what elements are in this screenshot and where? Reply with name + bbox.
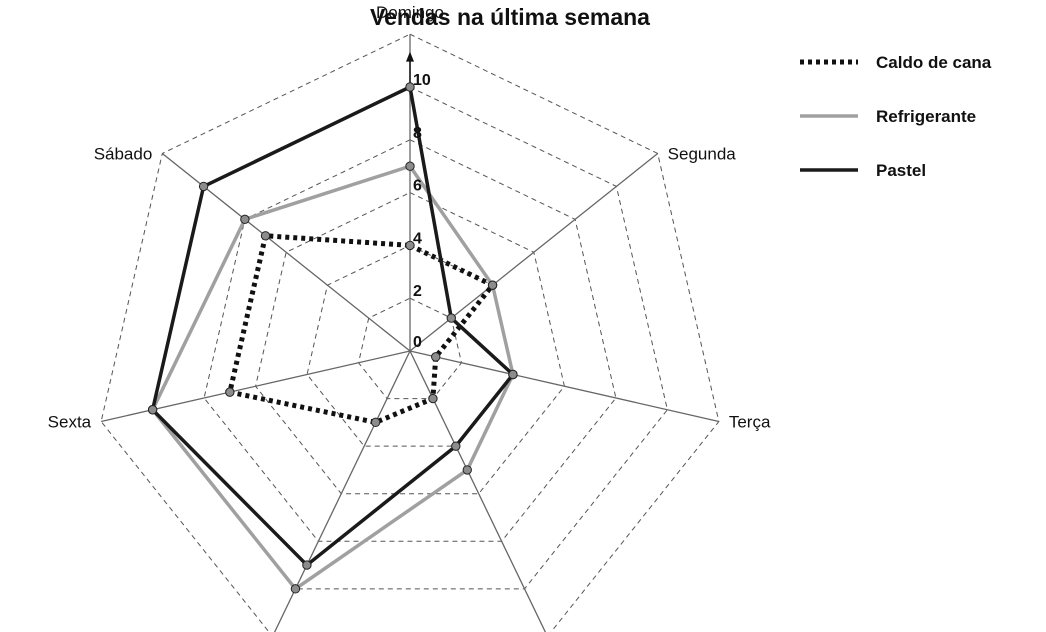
grid-ring-4 (306, 244, 514, 447)
point-refrigerante-domingo (405, 161, 415, 171)
point-caldo-de-cana-sexta (225, 387, 235, 397)
label-layer: 0246810DomingoSegundaTerçaQuartaQuintaSe… (48, 3, 771, 431)
axis-label-sabado: Sábado (94, 144, 153, 163)
axis-arrowhead (406, 51, 414, 62)
grid-ring-6 (255, 192, 565, 495)
tick-label-4: 4 (413, 230, 422, 247)
axis-label-terca: Terça (729, 412, 771, 431)
point-refrigerante-sabado (240, 214, 250, 225)
legend: Caldo de cana Refrigerante Pastel (800, 53, 992, 180)
point-pastel-sexta (147, 405, 158, 415)
point-caldo-de-cana-terca (431, 352, 441, 362)
point-pastel-quarta (451, 441, 461, 451)
point-pastel-terca (508, 369, 518, 380)
tick-label-0: 0 (413, 334, 422, 351)
chart-title: Vendas na última semana (370, 4, 650, 30)
grid-ring-12 (100, 33, 720, 632)
grid-ring-8 (203, 139, 617, 542)
axis-label-segunda: Segunda (668, 144, 737, 163)
point-caldo-de-cana-quarta (428, 393, 438, 404)
point-pastel-segunda (446, 313, 456, 323)
series-caldo-de-cana (226, 233, 497, 425)
axis-spoke-quarta (409, 350, 547, 632)
axis-label-domingo: Domingo (376, 3, 444, 22)
tick-label-8: 8 (413, 125, 422, 142)
point-pastel-quinta (302, 560, 312, 570)
series-refrigerante (150, 164, 515, 592)
axis-spoke-terca (409, 350, 720, 423)
point-layer (147, 82, 518, 594)
point-caldo-de-cana-sabado (260, 231, 271, 241)
point-caldo-de-cana-quinta (370, 417, 381, 428)
point-refrigerante-segunda (487, 280, 498, 290)
tick-label-6: 6 (413, 178, 422, 195)
axis-label-sexta: Sexta (48, 412, 92, 431)
legend-label-refrigerante: Refrigerante (876, 107, 976, 126)
axis-spoke-sexta (100, 350, 411, 423)
axis-spoke-segunda (409, 152, 659, 352)
point-pastel-sabado (198, 181, 209, 192)
point-refrigerante-quinta (290, 584, 301, 594)
legend-label-caldo-de-cana: Caldo de cana (876, 53, 992, 72)
point-pastel-domingo (405, 82, 415, 92)
legend-label-pastel: Pastel (876, 161, 926, 180)
point-refrigerante-quarta (462, 465, 472, 475)
tick-label-10: 10 (413, 72, 431, 89)
point-caldo-de-cana-domingo (405, 240, 415, 251)
series-layer (150, 84, 516, 592)
tick-label-2: 2 (413, 283, 422, 300)
series-pastel (150, 84, 516, 568)
axis-spoke-sabado (161, 152, 411, 352)
axis-layer (100, 34, 720, 632)
